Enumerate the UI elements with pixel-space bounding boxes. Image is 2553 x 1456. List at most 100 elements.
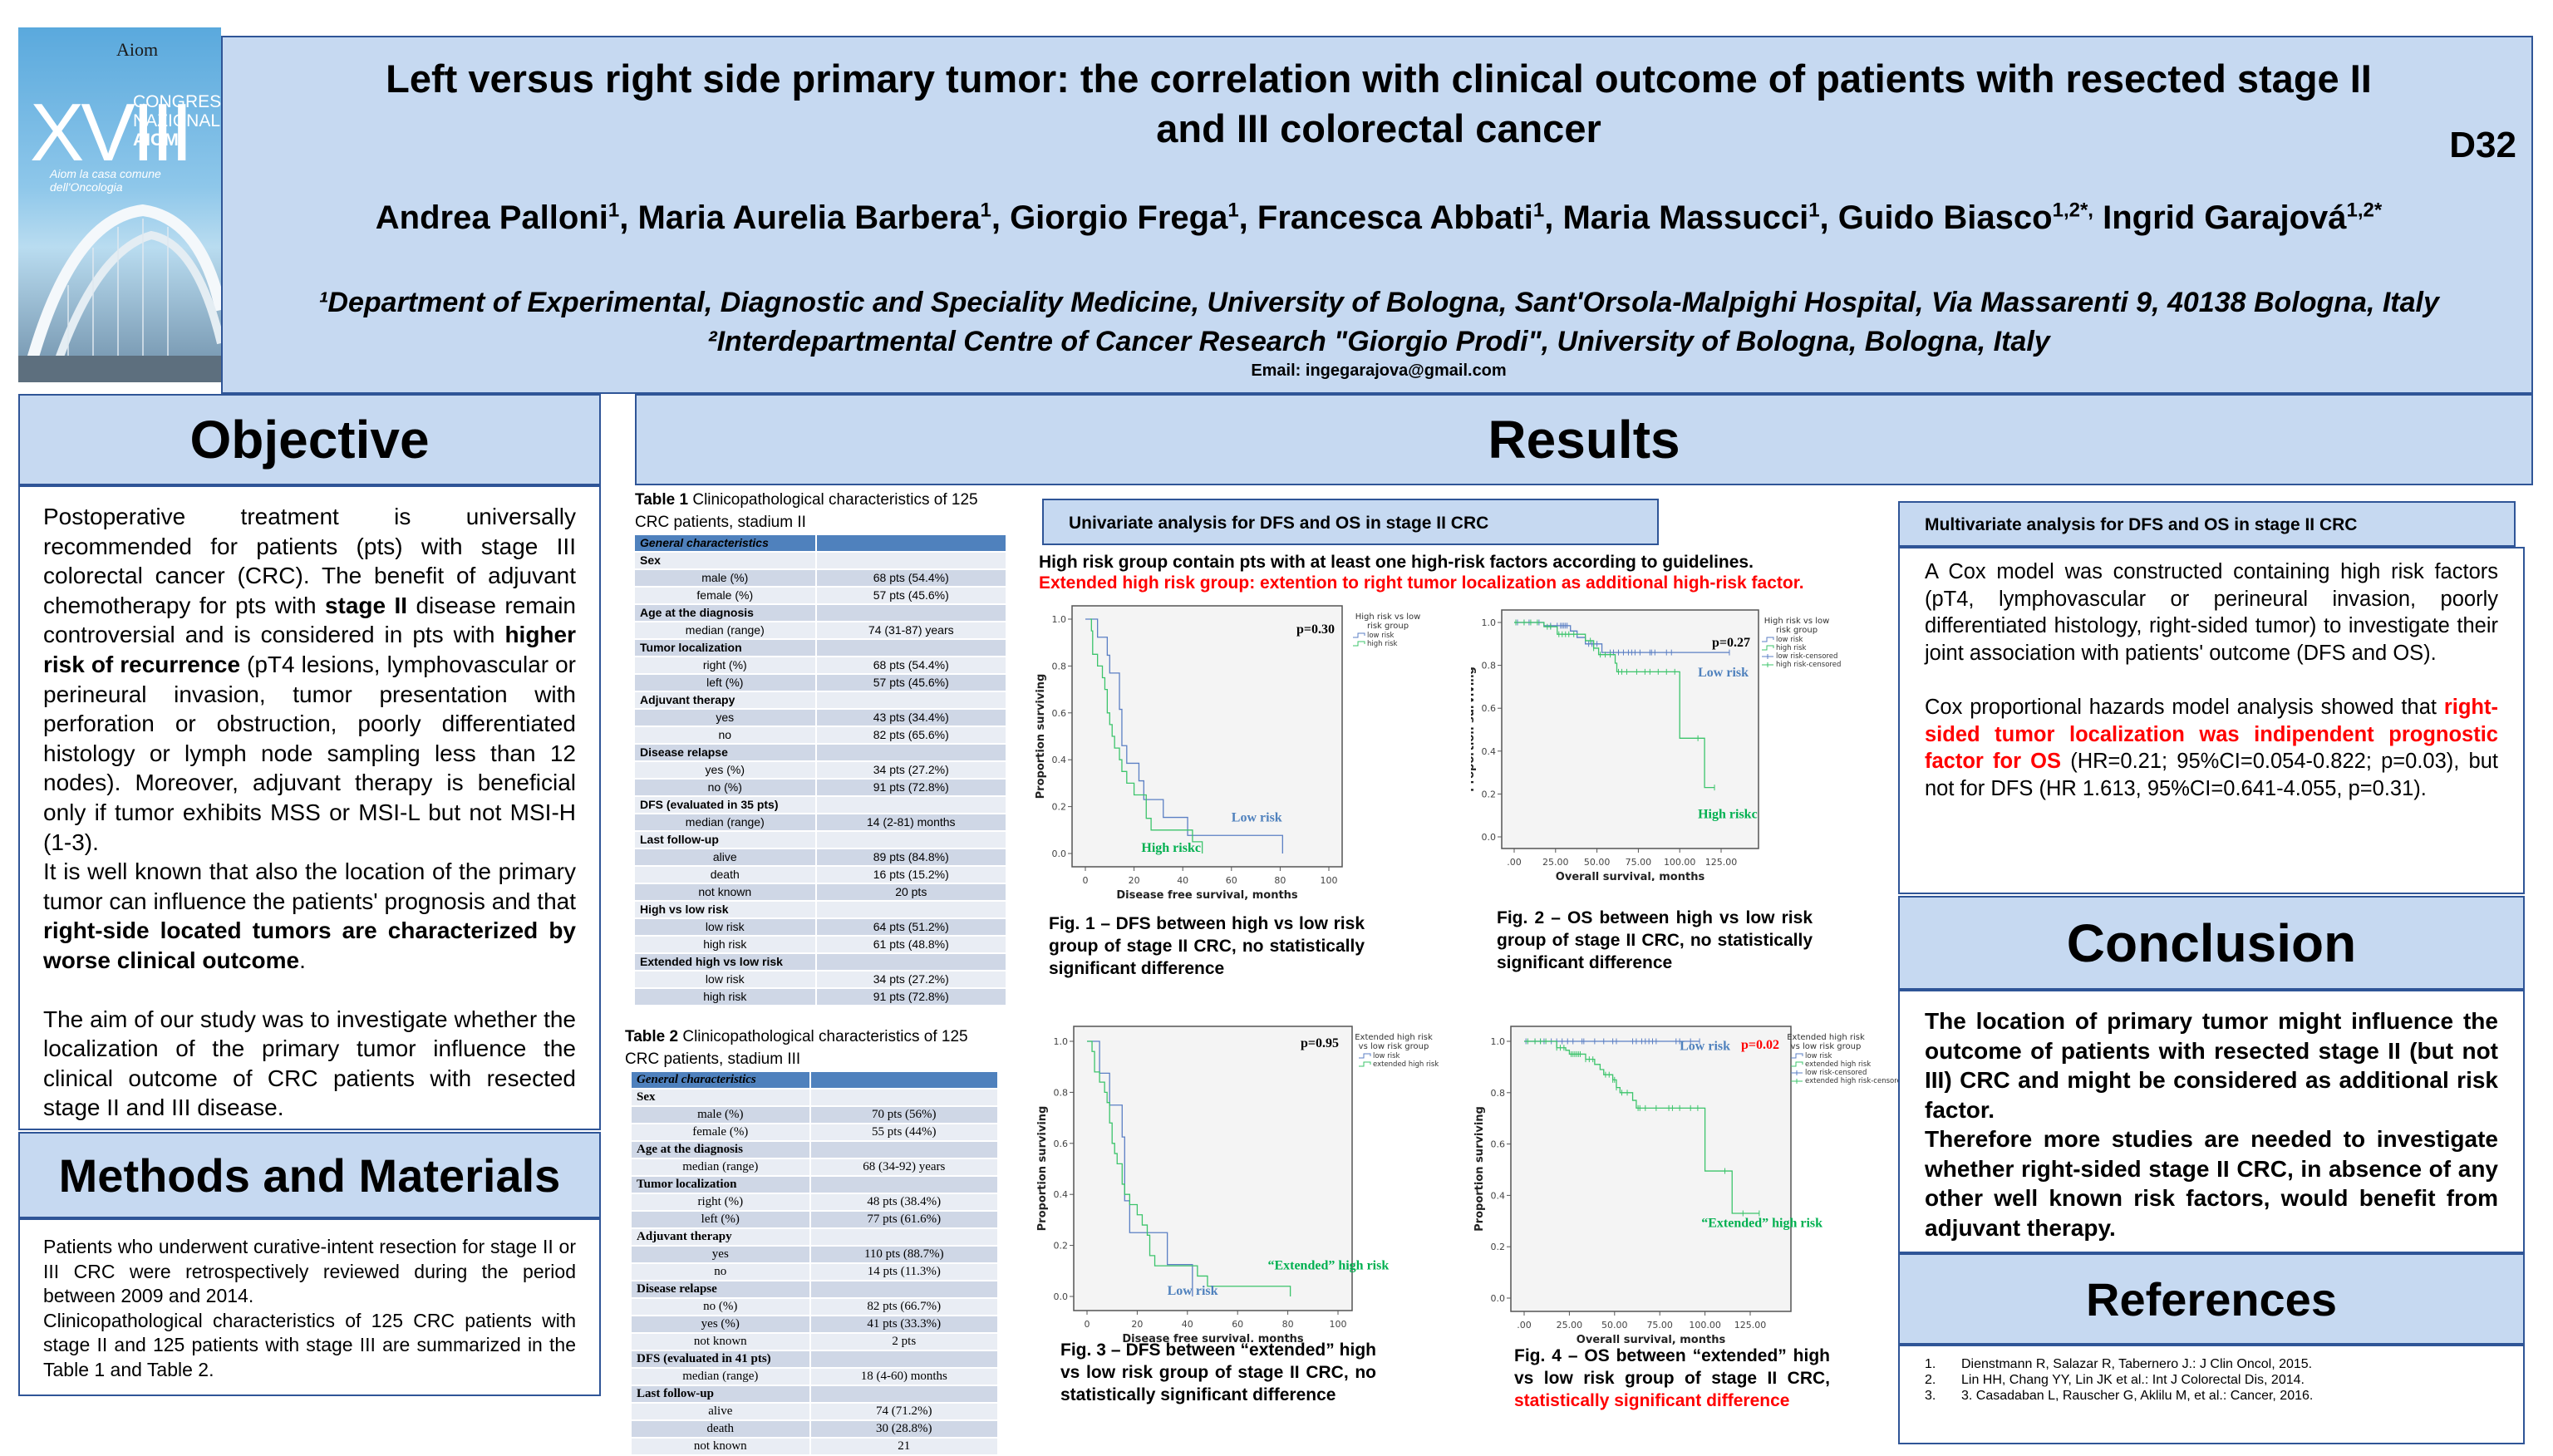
row-value: 20 pts (816, 884, 1006, 900)
methods-paragraph: Patients who underwent curative-intent r… (43, 1236, 576, 1306)
legend-entry: low risk (1776, 636, 1803, 644)
curve-annotation: “Extended” high risk (1267, 1258, 1389, 1272)
table-row: median (range) 74 (31-87) years (635, 622, 1006, 638)
table-row: low risk 64 pts (51.2%) (635, 919, 1006, 935)
y-axis-title: Proportion surviving (1035, 674, 1047, 799)
plot-area (1073, 1026, 1353, 1311)
author: Maria Massucci1, (1562, 199, 1838, 237)
row-value: 18 (4-60) months (810, 1369, 997, 1385)
row-label: no (%) (632, 1299, 811, 1315)
legend-title: risk group (1367, 622, 1409, 631)
table-section-row: Sex (632, 1090, 997, 1105)
x-tick-label: 125.00 (1734, 1320, 1767, 1331)
row-value (810, 1281, 997, 1297)
affiliation: ¹Department of Experimental, Diagnostic … (318, 287, 2439, 318)
y-tick-label: 0.6 (1482, 703, 1497, 714)
table-row: male (%) 70 pts (56%) (632, 1107, 997, 1123)
x-tick-label: 20 (1131, 1319, 1143, 1330)
row-value: 91 pts (72.8%) (816, 989, 1006, 1005)
high-risk-definition: High risk group contain pts with at leas… (1039, 553, 1754, 572)
y-tick-label: 1.0 (1052, 614, 1067, 625)
author: Maria Aurelia Barbera1, (637, 199, 1011, 237)
legend-entry: extended high risk (1373, 1060, 1439, 1069)
legend-censor-swatch (1762, 654, 1773, 659)
table-row: death 30 (28.8%) (632, 1421, 997, 1437)
p-value: p=0.30 (1296, 622, 1335, 637)
legend-censor-swatch (1791, 1070, 1803, 1075)
row-value (816, 797, 1006, 813)
row-value: 57 pts (45.6%) (816, 588, 1006, 603)
row-value: 68 pts (54.4%) (816, 657, 1006, 673)
y-tick-label: 0.6 (1054, 1139, 1069, 1149)
objective-paragraph: Postoperative treatment is universally r… (43, 504, 576, 855)
legend-swatch (1353, 632, 1365, 638)
table-header-row: General characteristics (632, 1072, 997, 1088)
row-value (810, 1351, 997, 1367)
references-body: 1. Dienstmann R, Salazar R, Tabernero J.:… (1898, 1345, 2525, 1444)
reference-item: 2. Lin HH, Chang YY, Lin JK et al.: Int J… (1925, 1373, 2305, 1387)
row-label: not known (635, 884, 817, 900)
objective-paragraph: It is well known that also the location … (43, 858, 576, 973)
congress-numeral: XVIII (30, 86, 193, 178)
x-tick-label: 40 (1177, 875, 1188, 886)
km-curve-high-risk (1090, 618, 1203, 853)
row-value (816, 692, 1006, 708)
row-value: 48 pts (38.4%) (810, 1194, 997, 1210)
y-tick-label: 0.2 (1054, 1241, 1069, 1252)
legend-swatch (1791, 1053, 1803, 1059)
y-tick-label: 0.8 (1491, 1088, 1506, 1099)
row-label: yes (%) (632, 1316, 811, 1332)
table-section-row: High vs low risk (635, 902, 1006, 917)
row-value: 74 (31-87) years (816, 622, 1006, 638)
row-label: Last follow-up (635, 832, 817, 848)
row-value: 55 pts (44%) (810, 1124, 997, 1140)
row-label: female (%) (635, 588, 817, 603)
row-value: 57 pts (45.6%) (816, 675, 1006, 691)
conclusion-heading: Conclusion (1898, 896, 2525, 990)
table-row: left (%) 57 pts (45.6%) (635, 675, 1006, 691)
table-row: yes 43 pts (34.4%) (635, 710, 1006, 726)
row-value: 16 pts (15.2%) (816, 867, 1006, 883)
row-label: Age at the diagnosis (635, 605, 817, 621)
univariate-heading: Univariate analysis for DFS and OS in st… (1042, 499, 1659, 545)
km-curve-low-risk (1087, 1040, 1193, 1296)
row-value (816, 954, 1006, 970)
row-value: 82 pts (66.7%) (810, 1299, 997, 1315)
y-tick-label: 1.0 (1482, 617, 1497, 628)
row-label: no (635, 727, 817, 743)
row-value: 14 (2-81) months (816, 814, 1006, 830)
row-value: 68 pts (54.4%) (816, 570, 1006, 586)
row-label: yes (635, 710, 817, 726)
conclusion-body: The location of primary tumor might infl… (1898, 990, 2525, 1253)
row-label: Adjuvant therapy (632, 1229, 811, 1245)
row-label: alive (635, 849, 817, 865)
row-value: 30 (28.8%) (810, 1421, 997, 1437)
row-label: high risk (635, 937, 817, 952)
row-label: Extended high vs low risk (635, 954, 817, 970)
km-curve-extended-high-risk (1524, 1040, 1759, 1214)
table-section-row: Disease relapse (632, 1281, 997, 1297)
row-value (816, 535, 1006, 551)
y-tick-label: 0.0 (1482, 832, 1497, 843)
row-label: High vs low risk (635, 902, 817, 917)
km-curve-high-risk (1514, 622, 1715, 789)
row-label: male (%) (632, 1107, 811, 1123)
row-value (810, 1072, 997, 1088)
table-row: alive 74 (71.2%) (632, 1404, 997, 1419)
row-label: alive (632, 1404, 811, 1419)
multivariate-body: A Cox model was constructed containing h… (1898, 547, 2525, 894)
legend-title: High risk vs low (1355, 612, 1421, 622)
row-value: 74 (71.2%) (810, 1404, 997, 1419)
row-label: not known (632, 1334, 811, 1350)
y-axis-title: Proportion surviving (1473, 1106, 1486, 1232)
table-row: high risk 91 pts (72.8%) (635, 989, 1006, 1005)
y-tick-label: 0.4 (1054, 1189, 1069, 1200)
row-value: 2 pts (810, 1334, 997, 1350)
table-row: death 16 pts (15.2%) (635, 867, 1006, 883)
row-label: right (%) (632, 1194, 811, 1210)
legend-entry: low risk (1805, 1052, 1832, 1060)
table-section-row: Adjuvant therapy (635, 692, 1006, 708)
x-tick-label: 40 (1182, 1319, 1193, 1330)
conclusion-paragraph: The location of primary tumor might infl… (1925, 1008, 2498, 1123)
table-row: yes 110 pts (88.7%) (632, 1247, 997, 1262)
